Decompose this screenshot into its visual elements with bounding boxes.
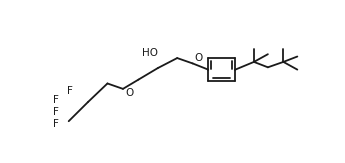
Text: F: F: [67, 86, 72, 96]
Text: F: F: [53, 119, 59, 128]
Text: F: F: [53, 107, 59, 117]
Text: HO: HO: [142, 48, 158, 58]
Text: O: O: [194, 53, 202, 63]
Text: O: O: [126, 88, 134, 98]
Text: F: F: [53, 95, 59, 105]
